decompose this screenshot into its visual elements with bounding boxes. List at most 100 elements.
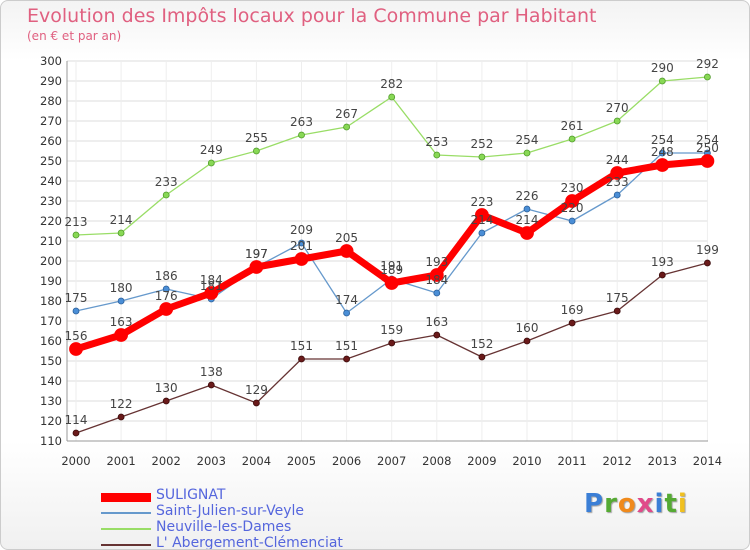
x-tick-label: 2009 (467, 454, 496, 468)
y-tick-label: 120 (40, 414, 62, 428)
data-label-saint-julien-sur-veyle: 184 (425, 273, 448, 287)
logo-letter: t (664, 489, 678, 519)
data-label-l-abergement-cl-menciat: 159 (380, 323, 403, 337)
legend-label: L' Abergement-Clémenciat (156, 535, 343, 550)
data-label-neuville-les-dames: 254 (516, 133, 539, 147)
data-point-neuville-les-dames (117, 229, 125, 237)
data-label-neuville-les-dames: 263 (290, 115, 313, 129)
data-label-neuville-les-dames: 292 (696, 57, 719, 71)
data-label-neuville-les-dames: 233 (155, 175, 178, 189)
data-label-l-abergement-cl-menciat: 175 (606, 291, 629, 305)
legend-swatch (101, 512, 151, 514)
data-label-sulignat: 250 (696, 141, 719, 155)
legend-swatch (101, 544, 151, 546)
data-label-neuville-les-dames: 213 (65, 215, 88, 229)
data-point-neuville-les-dames (207, 159, 215, 167)
x-tick-label: 2004 (242, 454, 271, 468)
y-tick-label: 210 (40, 234, 62, 248)
data-label-saint-julien-sur-veyle: 233 (606, 175, 629, 189)
data-point-l-abergement-cl-menciat (298, 355, 305, 363)
chart-title: Evolution des Impôts locaux pour la Comm… (27, 5, 597, 27)
y-tick-label: 150 (40, 354, 62, 368)
data-label-saint-julien-sur-veyle: 175 (65, 291, 88, 305)
y-tick-label: 130 (40, 394, 62, 408)
y-tick-label: 180 (40, 294, 62, 308)
data-label-sulignat: 193 (425, 255, 448, 269)
legend-swatch (101, 493, 151, 502)
data-label-sulignat: 244 (606, 153, 629, 167)
x-tick-label: 2006 (332, 454, 361, 468)
data-label-l-abergement-cl-menciat: 199 (696, 243, 719, 257)
data-label-saint-julien-sur-veyle: 181 (200, 279, 223, 293)
data-label-saint-julien-sur-veyle: 186 (155, 269, 178, 283)
data-label-neuville-les-dames: 282 (380, 77, 403, 91)
data-label-saint-julien-sur-veyle: 191 (380, 259, 403, 273)
data-point-saint-julien-sur-veyle (478, 229, 486, 237)
data-point-l-abergement-cl-menciat (704, 259, 711, 267)
data-label-neuville-les-dames: 290 (651, 61, 674, 75)
data-point-sulignat (474, 208, 489, 222)
y-tick-label: 300 (40, 54, 62, 68)
y-tick-label: 220 (40, 214, 62, 228)
x-tick-label: 2010 (512, 454, 541, 468)
data-label-sulignat: 163 (110, 315, 133, 329)
data-point-saint-julien-sur-veyle (298, 239, 305, 247)
x-tick-label: 2008 (422, 454, 451, 468)
data-label-sulignat: 201 (290, 239, 313, 253)
data-label-sulignat: 248 (651, 145, 674, 159)
data-label-saint-julien-sur-veyle: 226 (516, 189, 539, 203)
data-point-sulignat (159, 302, 174, 316)
data-point-neuville-les-dames (613, 117, 621, 125)
data-label-neuville-les-dames: 270 (606, 101, 629, 115)
data-label-l-abergement-cl-menciat: 151 (290, 339, 313, 353)
data-label-sulignat: 214 (516, 213, 539, 227)
data-point-neuville-les-dames (298, 131, 305, 139)
x-tick-label: 2005 (287, 454, 316, 468)
data-point-saint-julien-sur-veyle (433, 289, 441, 297)
data-label-l-abergement-cl-menciat: 122 (110, 397, 133, 411)
data-label-l-abergement-cl-menciat: 129 (245, 383, 268, 397)
data-point-saint-julien-sur-veyle (162, 285, 170, 293)
data-label-sulignat: 176 (155, 289, 178, 303)
x-tick-label: 2001 (106, 454, 135, 468)
y-tick-label: 140 (40, 374, 62, 388)
y-tick-label: 110 (40, 434, 62, 448)
data-point-l-abergement-cl-menciat (162, 397, 170, 405)
data-point-l-abergement-cl-menciat (523, 337, 531, 345)
data-point-sulignat (429, 268, 444, 282)
data-point-sulignat (384, 276, 399, 290)
data-label-sulignat: 156 (65, 329, 88, 343)
data-point-saint-julien-sur-veyle (613, 191, 621, 199)
data-point-saint-julien-sur-veyle (523, 205, 531, 213)
x-tick-label: 2002 (152, 454, 181, 468)
data-point-l-abergement-cl-menciat (117, 413, 125, 421)
data-label-saint-julien-sur-veyle: 209 (290, 223, 313, 237)
data-label-neuville-les-dames: 249 (200, 143, 223, 157)
data-point-neuville-les-dames (72, 231, 80, 239)
data-label-neuville-les-dames: 267 (335, 107, 358, 121)
chart-subtitle: (en € et par an) (27, 29, 122, 43)
data-point-l-abergement-cl-menciat (568, 319, 576, 327)
data-label-saint-julien-sur-veyle: 180 (110, 281, 133, 295)
data-label-l-abergement-cl-menciat: 169 (561, 303, 584, 317)
data-point-l-abergement-cl-menciat (252, 399, 260, 407)
data-point-sulignat (249, 260, 264, 274)
data-label-neuville-les-dames: 252 (470, 137, 493, 151)
x-tick-label: 2003 (197, 454, 226, 468)
y-tick-label: 250 (40, 154, 62, 168)
data-point-saint-julien-sur-veyle (72, 307, 80, 315)
data-point-saint-julien-sur-veyle (568, 217, 576, 225)
data-point-neuville-les-dames (343, 123, 351, 131)
y-tick-label: 160 (40, 334, 62, 348)
data-point-l-abergement-cl-menciat (658, 271, 666, 279)
data-label-l-abergement-cl-menciat: 114 (65, 413, 88, 427)
logo-letter: x (636, 489, 655, 519)
x-tick-label: 2012 (603, 454, 632, 468)
x-tick-label: 2007 (377, 454, 406, 468)
data-label-sulignat: 197 (245, 247, 268, 261)
data-point-l-abergement-cl-menciat (388, 339, 396, 347)
data-label-neuville-les-dames: 255 (245, 131, 268, 145)
data-label-l-abergement-cl-menciat: 138 (200, 365, 223, 379)
